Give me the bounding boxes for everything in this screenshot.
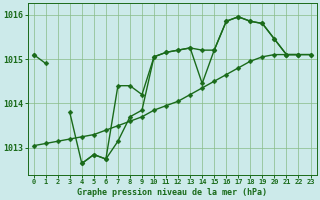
X-axis label: Graphe pression niveau de la mer (hPa): Graphe pression niveau de la mer (hPa) — [77, 188, 267, 197]
